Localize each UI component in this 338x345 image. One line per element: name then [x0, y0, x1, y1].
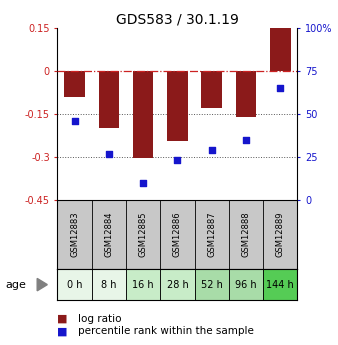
- Bar: [167, 71, 188, 141]
- Point: [277, 85, 283, 91]
- Text: 96 h: 96 h: [235, 280, 257, 289]
- Bar: [57, 269, 92, 300]
- Bar: [236, 71, 256, 117]
- Bar: [201, 71, 222, 108]
- Bar: [270, 28, 291, 71]
- Bar: [263, 269, 297, 300]
- Text: GSM12886: GSM12886: [173, 212, 182, 257]
- Text: 0 h: 0 h: [67, 280, 82, 289]
- Point: [106, 151, 112, 156]
- Text: 144 h: 144 h: [266, 280, 294, 289]
- Text: GSM12885: GSM12885: [139, 212, 148, 257]
- Text: 28 h: 28 h: [167, 280, 188, 289]
- Bar: [64, 71, 85, 97]
- Text: GSM12883: GSM12883: [70, 212, 79, 257]
- Bar: [133, 71, 153, 158]
- Bar: [126, 269, 160, 300]
- Text: GSM12889: GSM12889: [276, 212, 285, 257]
- Text: GSM12884: GSM12884: [104, 212, 113, 257]
- Point: [243, 137, 249, 142]
- Text: ■: ■: [57, 314, 68, 324]
- Text: GSM12888: GSM12888: [242, 212, 250, 257]
- Text: log ratio: log ratio: [78, 314, 121, 324]
- Text: age: age: [5, 280, 26, 289]
- Title: GDS583 / 30.1.19: GDS583 / 30.1.19: [116, 12, 239, 27]
- Bar: [229, 269, 263, 300]
- Text: percentile rank within the sample: percentile rank within the sample: [78, 326, 254, 336]
- Text: 16 h: 16 h: [132, 280, 154, 289]
- Text: 52 h: 52 h: [201, 280, 223, 289]
- Text: 8 h: 8 h: [101, 280, 117, 289]
- Bar: [195, 269, 229, 300]
- Polygon shape: [37, 278, 47, 291]
- Point: [175, 158, 180, 163]
- Point: [72, 118, 77, 124]
- Bar: [160, 269, 195, 300]
- Text: ■: ■: [57, 326, 68, 336]
- Bar: [99, 71, 119, 128]
- Point: [141, 180, 146, 186]
- Point: [209, 147, 214, 153]
- Bar: [92, 269, 126, 300]
- Text: GSM12887: GSM12887: [207, 212, 216, 257]
